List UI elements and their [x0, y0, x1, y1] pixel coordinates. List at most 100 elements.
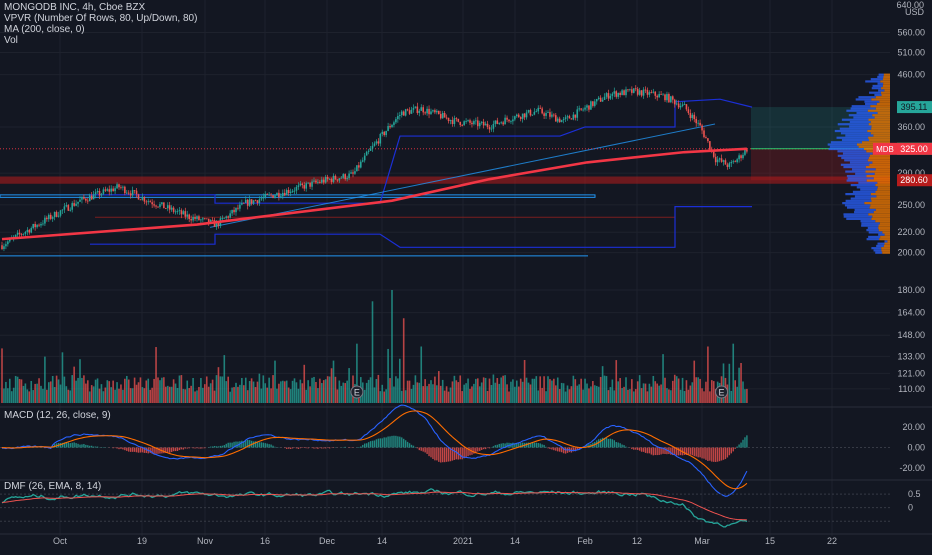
vp-bar-up: [851, 198, 871, 200]
volume-bar: [140, 377, 142, 403]
macd-hist-bar: [389, 436, 390, 447]
candle-body: [239, 205, 241, 209]
macd-hist-bar: [631, 448, 632, 450]
vp-bar-down: [878, 186, 890, 188]
macd-hist-bar: [403, 439, 404, 448]
candle-body: [504, 118, 506, 125]
candle-body: [97, 191, 99, 192]
vp-bar-down: [870, 155, 890, 157]
macd-hist-bar: [606, 438, 607, 448]
volume-bar: [426, 386, 428, 403]
volume-bar: [612, 380, 614, 403]
volume-bar: [153, 379, 155, 403]
candle-body: [44, 218, 46, 224]
volume-bar: [270, 388, 272, 403]
macd-hist-bar: [699, 448, 700, 458]
volume-bar: [512, 379, 514, 403]
candle-body: [99, 191, 101, 196]
macd-hist-bar: [173, 448, 174, 452]
volume-bar: [231, 388, 233, 403]
volume-bar: [641, 388, 643, 403]
candle-body: [563, 119, 565, 120]
candle-body: [192, 217, 194, 220]
candle-body: [342, 174, 344, 178]
volume-bar: [50, 381, 52, 403]
volume-bar: [389, 378, 391, 403]
candle-body: [551, 115, 553, 117]
candle-body: [598, 98, 600, 99]
volume-bar: [181, 375, 183, 403]
vp-bar-up: [853, 116, 874, 118]
candle-body: [300, 184, 302, 186]
candle-body: [477, 120, 479, 126]
candle-body: [278, 193, 280, 197]
vp-bar-down: [868, 137, 890, 139]
candle-body: [637, 89, 639, 95]
volume-bar: [481, 382, 483, 403]
vp-bar-down: [875, 191, 890, 193]
candle-body: [307, 183, 309, 184]
candle-body: [639, 90, 641, 94]
time-tick-label: Mar: [694, 536, 710, 546]
macd-hist-bar: [122, 448, 123, 450]
vp-bar-up: [860, 188, 877, 190]
vp-bar-up: [860, 220, 875, 222]
candle-body: [606, 93, 608, 97]
candle-body: [366, 152, 368, 156]
vp-bar-up: [853, 191, 876, 193]
macd-hist-bar: [411, 445, 412, 448]
vp-bar-down: [875, 220, 890, 222]
candle-body: [740, 155, 742, 158]
macd-hist-bar: [372, 441, 373, 448]
volume-bar: [676, 376, 678, 403]
vp-bar-down: [876, 168, 890, 170]
vp-bar-down: [876, 107, 890, 109]
volume-bar: [487, 391, 489, 403]
volume-bar: [185, 389, 187, 403]
volume-bar: [430, 380, 432, 403]
volume-bar: [732, 344, 734, 403]
volume-bar: [303, 365, 305, 403]
volume-bar: [30, 381, 32, 403]
candle-body: [497, 120, 499, 123]
volume-bar: [422, 386, 424, 403]
vp-bar-down: [871, 193, 890, 195]
macd-hist-bar: [553, 448, 554, 451]
earnings-marker: E: [716, 386, 728, 398]
volume-bar: [415, 375, 417, 403]
volume-bar: [11, 391, 13, 403]
candle-body: [358, 165, 360, 167]
candle-body: [725, 160, 727, 164]
vp-bar-up: [852, 168, 876, 170]
volume-bar: [274, 361, 276, 403]
volume-bar: [112, 381, 114, 403]
vp-bar-up: [851, 107, 876, 109]
volume-bar: [114, 390, 116, 403]
candle-body: [50, 215, 52, 219]
volume-bar: [600, 377, 602, 403]
macd-hist-bar: [674, 448, 675, 455]
vp-bar-up: [842, 139, 869, 141]
volume-bar: [617, 381, 619, 403]
macd-hist-bar: [448, 448, 449, 462]
vp-bar-down: [882, 94, 890, 96]
candle-body: [532, 115, 534, 116]
vp-bar-down: [881, 247, 890, 249]
macd-hist-bar: [226, 444, 227, 448]
macd-hist-bar: [307, 448, 308, 449]
volume-bar: [502, 376, 504, 403]
candle-body: [163, 202, 165, 208]
volume-bar: [731, 391, 733, 403]
vp-bar-up: [838, 123, 869, 125]
volume-bar: [58, 379, 60, 403]
vp-bar-up: [845, 170, 865, 172]
volume-bar: [734, 380, 736, 403]
macd-hist-bar: [261, 442, 262, 447]
candle-body: [403, 112, 405, 116]
vp-bar-down: [876, 96, 890, 98]
volume-bar: [118, 389, 120, 403]
vp-bar-up: [842, 202, 864, 204]
volume-bar: [629, 389, 631, 403]
